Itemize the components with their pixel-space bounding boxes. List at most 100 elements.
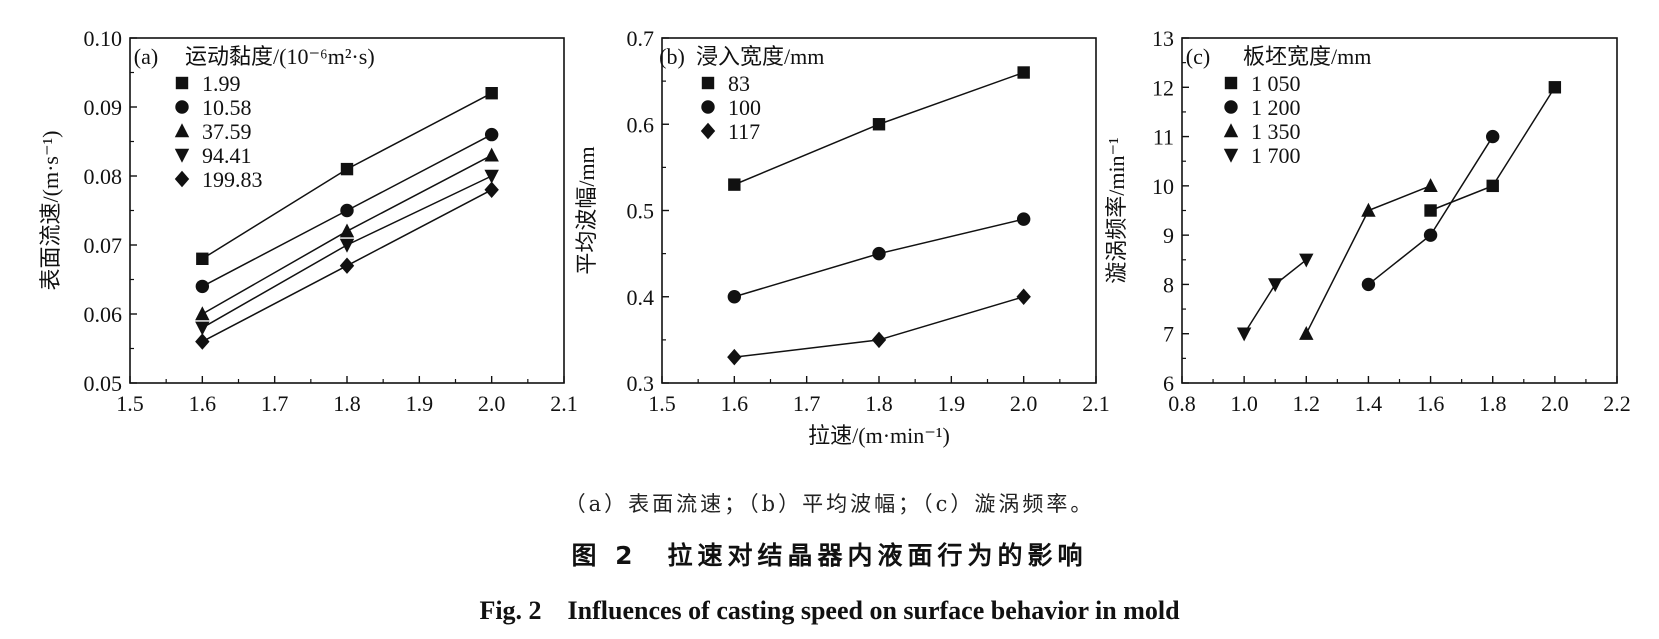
panel-1-x-axis-label: 拉速/(m·min⁻¹) <box>808 423 950 448</box>
panel-0-y-axis-label: 表面流速/(m·s⁻¹) <box>38 131 63 291</box>
panel-2-x-tick-label: 2.0 <box>1541 391 1569 416</box>
panel-0-panel-label: (a) <box>134 44 158 69</box>
panel-0-series-point-1 <box>196 280 209 293</box>
panel-2-y-tick-label: 13 <box>1152 26 1174 51</box>
panel-2-series-point-2 <box>1361 203 1375 217</box>
panel-1-legend-marker-1 <box>701 100 714 113</box>
panel-0-legend-label-4: 199.83 <box>202 167 263 192</box>
panel-1-series-point-2 <box>727 349 741 365</box>
panel-0-y-tick-label: 0.08 <box>84 164 123 189</box>
subfigure-caption: （a）表面流速；（b）平均波幅；（c）漩涡频率。 <box>0 488 1659 518</box>
panel-1-x-tick-label: 1.7 <box>793 391 821 416</box>
panel-1-series-point-0 <box>728 178 740 190</box>
panel-2-x-tick-label: 2.2 <box>1603 391 1631 416</box>
panel-1-y-tick-label: 0.7 <box>627 26 655 51</box>
panel-2-legend-marker-2 <box>1224 123 1238 137</box>
panel-1-legend-marker-2 <box>701 123 715 139</box>
panel-0-legend-title: 运动黏度/(10⁻⁶m²·s) <box>185 44 375 69</box>
panel-2-legend-title: 板坯宽度/mm <box>1243 44 1371 69</box>
panel-0-legend-label-1: 10.58 <box>202 95 252 120</box>
panel-0-series-point-2 <box>484 148 498 162</box>
panel-0-x-tick-label: 2.1 <box>550 391 578 416</box>
panel-0-x-tick-label: 1.9 <box>406 391 434 416</box>
panel-2-y-tick-label: 7 <box>1163 322 1174 347</box>
panel-0-legend-marker-1 <box>175 100 188 113</box>
panel-2-x-tick-label: 1.0 <box>1230 391 1258 416</box>
panel-0-series-point-1 <box>340 204 353 217</box>
panel-2-series-point-0 <box>1549 81 1561 93</box>
panel-1-x-tick-label: 1.6 <box>721 391 749 416</box>
panel-1-x-tick-label: 2.0 <box>1010 391 1038 416</box>
panel-1-series-point-0 <box>873 118 885 130</box>
panel-0-series-point-4 <box>340 258 354 274</box>
panel-0-series-point-0 <box>341 163 353 175</box>
panel-2-x-tick-label: 1.2 <box>1293 391 1321 416</box>
panel-2-series-point-3 <box>1268 278 1282 292</box>
panel-1-y-tick-label: 0.6 <box>627 112 655 137</box>
panel-2-y-tick-label: 9 <box>1163 223 1174 248</box>
panel-0-y-tick-label: 0.10 <box>84 26 123 51</box>
figure-title-en: Fig. 2 Influences of casting speed on su… <box>0 590 1659 627</box>
panel-2-y-tick-label: 6 <box>1163 371 1174 396</box>
panel-1-legend-marker-0 <box>702 77 714 89</box>
panel-0-legend-marker-2 <box>175 123 189 137</box>
panel-2-legend-marker-3 <box>1224 149 1238 163</box>
panel-2-panel-label: (c) <box>1186 44 1210 69</box>
panel-0-series-point-2 <box>340 224 354 238</box>
panel-0-legend-marker-3 <box>175 149 189 163</box>
panel-2-legend-label-3: 1 700 <box>1251 143 1301 168</box>
panel-1-series-point-1 <box>872 247 885 260</box>
panel-1-legend-title: 浸入宽度/mm <box>696 44 824 69</box>
panel-1-legend-label-2: 117 <box>728 119 760 144</box>
figure-panels: 1.5 1.6 1.7 1.8 1.9 2.0 2.1 0.05 0.06 0.07 0.08 0.0… <box>0 0 1659 480</box>
panel-1-series-point-0 <box>1017 66 1029 78</box>
panel-2-series-point-3 <box>1237 328 1251 342</box>
panel-2-x-tick-label: 1.8 <box>1479 391 1507 416</box>
panel-2-y-tick-label: 10 <box>1152 174 1174 199</box>
panel-2-legend-label-1: 1 200 <box>1251 95 1301 120</box>
panel-1-y-tick-label: 0.4 <box>627 285 655 310</box>
panel-1-y-tick-label: 0.5 <box>627 199 655 224</box>
panel-0-x-tick-label: 1.8 <box>333 391 361 416</box>
panel-0-legend-label-2: 37.59 <box>202 119 252 144</box>
panel-2-series-point-2 <box>1299 326 1313 340</box>
panel-2-series-point-1 <box>1424 228 1437 241</box>
panel-0-legend-marker-0 <box>176 77 188 89</box>
panel-0-series-point-0 <box>196 253 208 265</box>
panel-2-series-line-3 <box>1244 260 1306 334</box>
panel-2-x-tick-label: 1.4 <box>1355 391 1383 416</box>
panel-2-y-tick-label: 11 <box>1153 125 1174 150</box>
panel-0-series-point-0 <box>485 87 497 99</box>
panel-1-legend-label-0: 83 <box>728 71 750 96</box>
panel-1-series-point-1 <box>728 290 741 303</box>
panel-0-series-point-3 <box>340 239 354 253</box>
panel-0-y-tick-label: 0.09 <box>84 95 123 120</box>
panel-2-y-axis-label: 漩涡频率/min⁻¹ <box>1104 137 1129 284</box>
panel-1-x-tick-label: 1.8 <box>865 391 893 416</box>
panel-0-series-point-4 <box>484 182 498 198</box>
panel-0-series-point-2 <box>195 306 209 320</box>
panel-2-series-point-3 <box>1299 254 1313 268</box>
panel-0-legend-label-3: 94.41 <box>202 143 252 168</box>
panel-1-series-point-2 <box>872 332 886 348</box>
panel-2-legend-label-0: 1 050 <box>1251 71 1301 96</box>
panel-1-series-point-1 <box>1017 212 1030 225</box>
panel-1-y-tick-label: 0.3 <box>627 371 655 396</box>
figure-title-cn: 图 2 拉速对结晶器内液面行为的影响 <box>0 536 1659 572</box>
panel-2-series-point-1 <box>1486 130 1499 143</box>
panel-2-series-point-0 <box>1487 180 1499 192</box>
panel-1-panel-label: (b) <box>659 44 685 69</box>
panel-0-x-tick-label: 2.0 <box>478 391 506 416</box>
panel-0-legend-label-0: 1.99 <box>202 71 241 96</box>
panel-0-y-tick-label: 0.07 <box>84 233 123 258</box>
panel-2-legend-marker-0 <box>1225 77 1237 89</box>
panel-2-y-tick-label: 12 <box>1152 75 1174 100</box>
panel-2-y-tick-label: 8 <box>1163 272 1174 297</box>
panel-1-x-tick-label: 1.9 <box>938 391 966 416</box>
panel-0-x-tick-label: 1.7 <box>261 391 289 416</box>
panel-2-series-point-0 <box>1424 204 1436 216</box>
panel-2-legend-marker-1 <box>1224 100 1237 113</box>
panel-1-legend-label-1: 100 <box>728 95 761 120</box>
panel-0-y-tick-label: 0.06 <box>84 302 123 327</box>
panel-0-y-tick-label: 0.05 <box>84 371 123 396</box>
